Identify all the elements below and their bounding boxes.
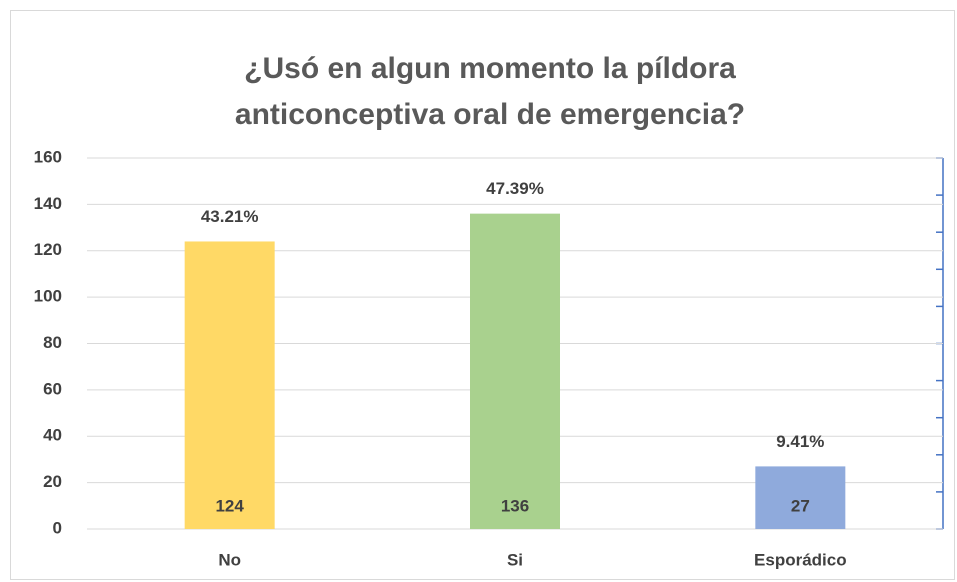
bar [470,213,560,529]
y-tick-label: 40 [43,426,62,445]
y-tick-label: 100 [34,287,62,306]
chart-title: ¿Usó en algun momento la píldora anticon… [234,52,746,131]
x-tick-label: Si [507,550,523,569]
bar [755,466,846,529]
value-label: 124 [215,496,244,515]
percentage-label: 43.21% [201,207,259,226]
y-tick-label: 140 [34,194,62,213]
y-tick-label: 60 [43,379,62,398]
percentage-label: 9.41% [776,432,824,451]
y-tick-label: 80 [43,333,62,352]
chart-border [10,10,955,580]
y-tick-label: 20 [43,472,62,491]
value-label: 136 [501,496,529,515]
value-label: 27 [791,496,810,515]
percentage-label: 47.39% [486,179,544,198]
x-tick-label: No [218,550,241,569]
y-tick-label: 160 [34,147,62,166]
y-tick-label: 0 [53,518,62,537]
bar [184,241,275,529]
y-tick-label: 120 [34,240,62,259]
x-tick-label: Esporádico [754,550,847,569]
